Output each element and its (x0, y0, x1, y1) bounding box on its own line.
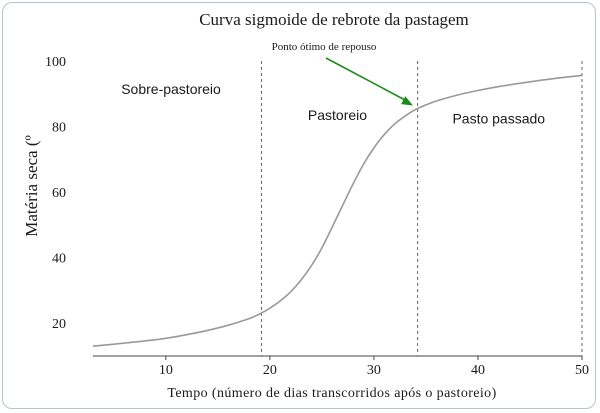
region-dividers (261, 61, 583, 356)
y-tick-label-20: 20 (52, 317, 66, 332)
region-label-1: Sobre-pastoreio (121, 81, 221, 97)
x-tick-label-10: 10 (159, 363, 173, 378)
y-tick-label-60: 60 (52, 186, 66, 201)
y-tick-label-80: 80 (52, 121, 66, 136)
annotation-arrow-line (325, 57, 409, 103)
annotation-arrowhead (401, 96, 413, 106)
chart-frame (2, 2, 596, 409)
region-labels: Sobre-pastoreio Pastoreio Pasto passado (121, 81, 545, 127)
y-axis-label: Matéria seca (º (22, 135, 41, 237)
region-label-3: Pasto passado (452, 110, 545, 126)
chart-title: Curva sigmoide de rebrote da pastagem (199, 10, 469, 29)
x-axis-label: Tempo (número de dias transcorridos após… (167, 386, 496, 401)
y-tick-label-100: 100 (45, 55, 66, 70)
annotation: Ponto ótimo de repouso (272, 41, 413, 106)
region-label-2: Pastoreio (308, 107, 367, 123)
series-line (92, 74, 583, 347)
x-tick-label-20: 20 (263, 363, 277, 378)
y-tick-label-40: 40 (52, 252, 66, 267)
axis-ticks: 10 20 30 40 50 20 40 60 80 100 (45, 55, 589, 378)
annotation-text: Ponto ótimo de repouso (272, 41, 377, 53)
x-tick-label-50: 50 (575, 363, 589, 378)
x-tick-label-30: 30 (367, 363, 381, 378)
x-tick-label-40: 40 (471, 363, 485, 378)
